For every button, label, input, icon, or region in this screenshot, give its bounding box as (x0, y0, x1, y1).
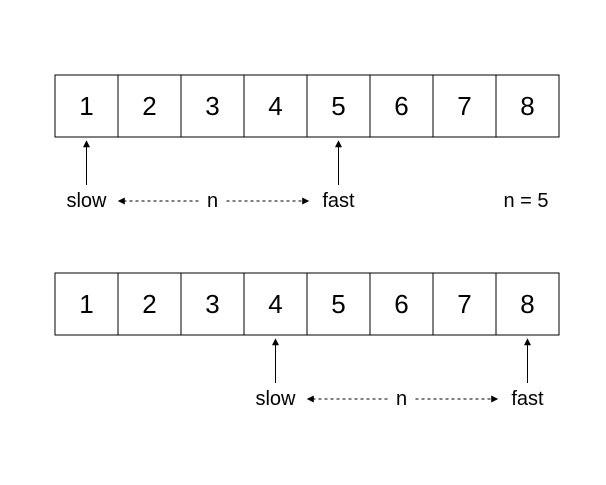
array-cell-value: 5 (331, 91, 345, 121)
array-cell-value: 5 (331, 289, 345, 319)
array-cell (495, 272, 560, 336)
diagram-rows: 1 2 3 4 5 6 7 8 slow fast n n = 5 1 2 3 4 5 6 7 8 slow fast n (54, 74, 560, 410)
array-cell-value: 3 (205, 289, 219, 319)
array-cell-value: 7 (457, 289, 471, 319)
gap-label: n (396, 388, 407, 410)
array-cell-value: 2 (142, 91, 156, 121)
slow-label: slow (255, 388, 296, 410)
array-row-1: 1 2 3 4 5 6 7 8 slow fast n n = 5 (54, 74, 560, 212)
array-cell-value: 1 (79, 91, 93, 121)
array-cell-value: 6 (394, 289, 408, 319)
array-row-2: 1 2 3 4 5 6 7 8 slow fast n (54, 272, 560, 410)
fast-label: fast (322, 190, 355, 212)
slow-label: slow (66, 190, 107, 212)
n-value-note: n = 5 (503, 190, 548, 212)
array-cell-value: 3 (205, 91, 219, 121)
array-cell-value: 7 (457, 91, 471, 121)
array-cell-value: 8 (520, 91, 534, 121)
array-cell-value: 8 (520, 289, 534, 319)
array-cell-value: 4 (268, 91, 282, 121)
array-cell (495, 74, 560, 138)
fast-label: fast (511, 388, 544, 410)
array-cell-value: 6 (394, 91, 408, 121)
gap-label: n (207, 190, 218, 212)
array-cell-value: 2 (142, 289, 156, 319)
array-cell-value: 1 (79, 289, 93, 319)
array-cell-value: 4 (268, 289, 282, 319)
